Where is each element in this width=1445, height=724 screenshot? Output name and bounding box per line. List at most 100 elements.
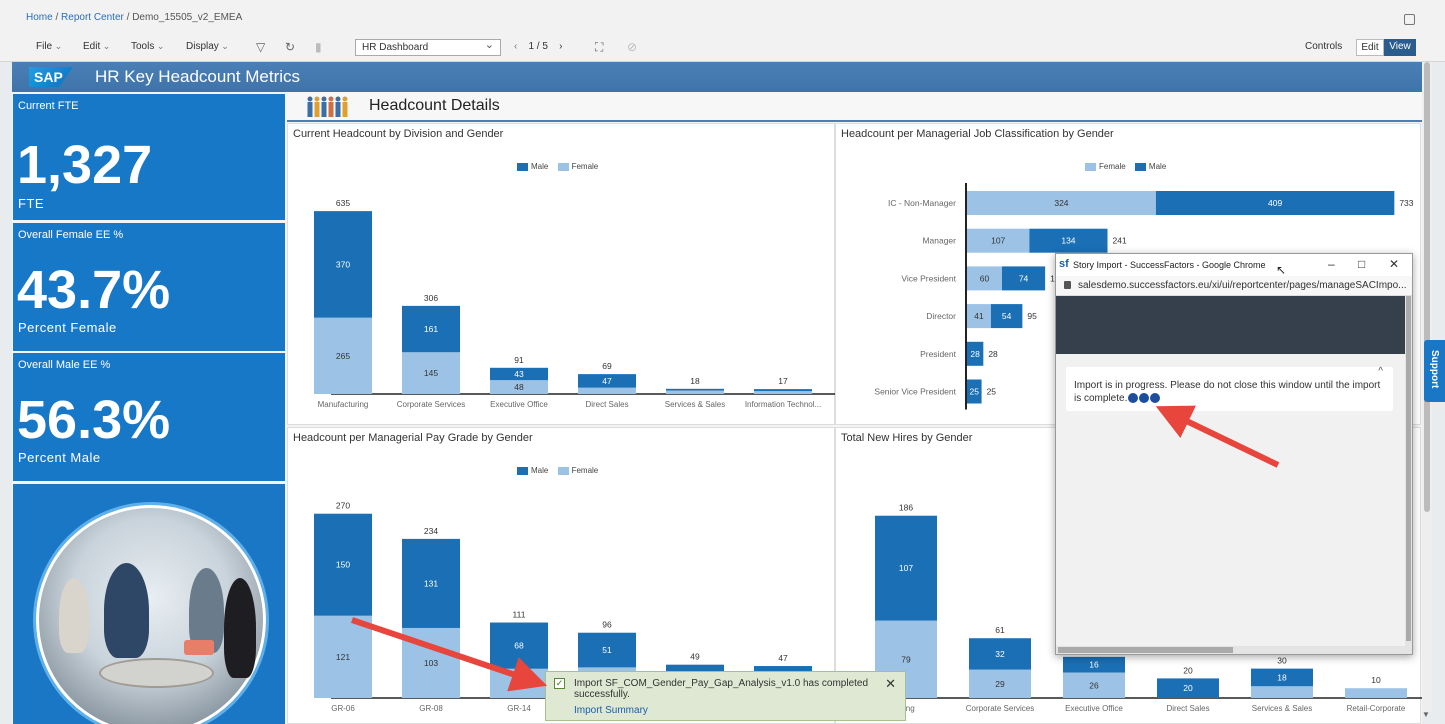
fullscreen-icon[interactable] [1404, 14, 1415, 25]
fit-screen-icon[interactable]: ⛶ [595, 40, 604, 54]
bar-female [1063, 672, 1125, 698]
story-title: HR Key Headcount Metrics [95, 67, 301, 86]
popup-hscrollbar-thumb[interactable] [1058, 647, 1233, 653]
legend-label: Female [1099, 162, 1126, 171]
page-select[interactable]: HR Dashboard [355, 38, 501, 56]
support-tab[interactable]: Support [1424, 340, 1445, 402]
data-label: 20 [1183, 683, 1193, 693]
page-navigator: ‹ 1 / 5 › [514, 41, 562, 52]
kpi-female-pct[interactable]: Overall Female EE % 43.7% Percent Female [13, 223, 285, 351]
total-label: 18 [690, 376, 700, 386]
data-label: 79 [901, 654, 911, 664]
data-label: 107 [899, 563, 913, 573]
toast-close-icon[interactable]: ✕ [885, 676, 896, 691]
progress-message: Import is in progress. Please do not clo… [1074, 379, 1389, 405]
total-label: 30 [1277, 656, 1287, 666]
data-label: 145 [424, 368, 438, 378]
controls-button[interactable]: Controls [1305, 41, 1343, 52]
category-label: GR-08 [419, 704, 443, 713]
page-scrollbar-thumb[interactable] [1424, 62, 1430, 512]
kpi-label: Overall Male EE % [18, 359, 111, 371]
kpi-sub: Percent Male [18, 450, 101, 465]
data-label: 25 [970, 387, 980, 397]
chevron-up-icon[interactable]: ^ [1378, 366, 1383, 377]
popup-hscrollbar[interactable] [1056, 646, 1412, 654]
import-success-toast: ✓ Import SF_COM_Gender_Pay_Gap_Analysis_… [545, 671, 906, 721]
bar-male [754, 389, 812, 392]
kpi-male-pct[interactable]: Overall Male EE % 56.3% Percent Male [13, 353, 285, 481]
legend-swatch-male [517, 162, 528, 171]
kpi-value: 56.3% [17, 390, 171, 450]
bar-male [875, 515, 937, 621]
data-label: 74 [1019, 273, 1029, 283]
bar-male [1001, 266, 1046, 291]
chart-legend: Female Male [1078, 162, 1166, 171]
progress-message-card: Import is in progress. Please do not clo… [1066, 367, 1393, 411]
total-label: 306 [424, 293, 438, 303]
data-label: 134 [1061, 236, 1075, 246]
display-menu[interactable]: Display [186, 41, 229, 52]
bar-female [490, 668, 548, 698]
close-icon[interactable]: ✕ [1389, 257, 1400, 271]
chart-title: Headcount per Managerial Pay Grade by Ge… [293, 432, 533, 444]
total-label: 47 [778, 653, 788, 663]
category-label: IC - Non-Manager [888, 198, 956, 208]
total-label: 91 [514, 355, 524, 365]
bar-female [666, 390, 724, 394]
bar-female [967, 304, 991, 329]
bookmark-icon[interactable]: ▮ [315, 40, 322, 54]
next-page-icon[interactable]: › [559, 41, 563, 52]
breadcrumb-current: Demo_15505_v2_EMEA [132, 12, 243, 23]
maximize-icon[interactable]: □ [1358, 257, 1366, 271]
category-label: Corporate Services [966, 704, 1034, 713]
refresh-icon[interactable]: ↻ [285, 40, 296, 54]
popup-scrollbar[interactable] [1405, 296, 1412, 646]
data-label: 28 [970, 349, 980, 359]
category-label: Manager [922, 236, 956, 246]
breadcrumb-separator: / [126, 12, 130, 23]
bar-female [314, 317, 372, 394]
import-summary-link[interactable]: Import Summary [574, 705, 648, 716]
category-label: Retail-Corporate [1347, 704, 1406, 713]
edit-button[interactable]: Edit [1356, 39, 1384, 56]
window-titlebar[interactable]: sf Story Import - SuccessFactors - Googl… [1056, 254, 1412, 276]
team-photo [36, 505, 266, 724]
popup-scrollbar-thumb[interactable] [1406, 296, 1411, 641]
successfactors-icon: sf [1059, 258, 1069, 270]
person-shape [104, 563, 149, 658]
progress-message-text: Import is in progress. Please do not clo… [1074, 380, 1381, 404]
filter-icon[interactable]: ▽ [256, 40, 266, 54]
data-label: 107 [991, 236, 1005, 246]
total-label: 635 [336, 198, 350, 208]
total-label: 111 [513, 610, 526, 620]
scroll-down-icon[interactable]: ▼ [1422, 710, 1430, 719]
bar-male [578, 632, 636, 668]
prev-page-icon[interactable]: ‹ [514, 41, 518, 52]
edit-menu[interactable]: Edit [83, 41, 110, 52]
minimize-icon[interactable]: – [1328, 257, 1335, 271]
legend-label: Male [531, 162, 549, 171]
chart-division-gender[interactable]: Current Headcount by Division and Gender… [287, 123, 836, 425]
address-bar[interactable]: salesdemo.successfactors.eu/xi/ui/report… [1056, 276, 1412, 296]
category-label: Services & Sales [665, 400, 725, 409]
page-indicator: 1 / 5 [528, 41, 548, 52]
kpi-value: 1,327 [17, 135, 153, 195]
bar-male [1029, 228, 1108, 253]
breadcrumb-report-center[interactable]: Report Center [61, 12, 124, 23]
view-button[interactable]: View [1384, 39, 1416, 56]
category-label: Executive Office [1065, 704, 1123, 713]
bar-male [314, 211, 372, 318]
loading-dot [1128, 393, 1139, 404]
kpi-current-fte[interactable]: Current FTE 1,327 FTE [13, 94, 285, 220]
story-import-window[interactable]: sf Story Import - SuccessFactors - Googl… [1055, 253, 1413, 655]
total-label: 234 [424, 526, 438, 536]
breadcrumb-separator: / [55, 12, 59, 23]
tools-menu[interactable]: Tools [131, 41, 164, 52]
file-menu[interactable]: File [36, 41, 62, 52]
total-label: 241 [1113, 236, 1127, 246]
kpi-label: Current FTE [18, 100, 79, 112]
legend-swatch-female [557, 162, 569, 171]
detail-header: Headcount Details [287, 92, 1422, 122]
breadcrumb-home[interactable]: Home [26, 12, 53, 23]
category-label: Director [926, 311, 956, 321]
